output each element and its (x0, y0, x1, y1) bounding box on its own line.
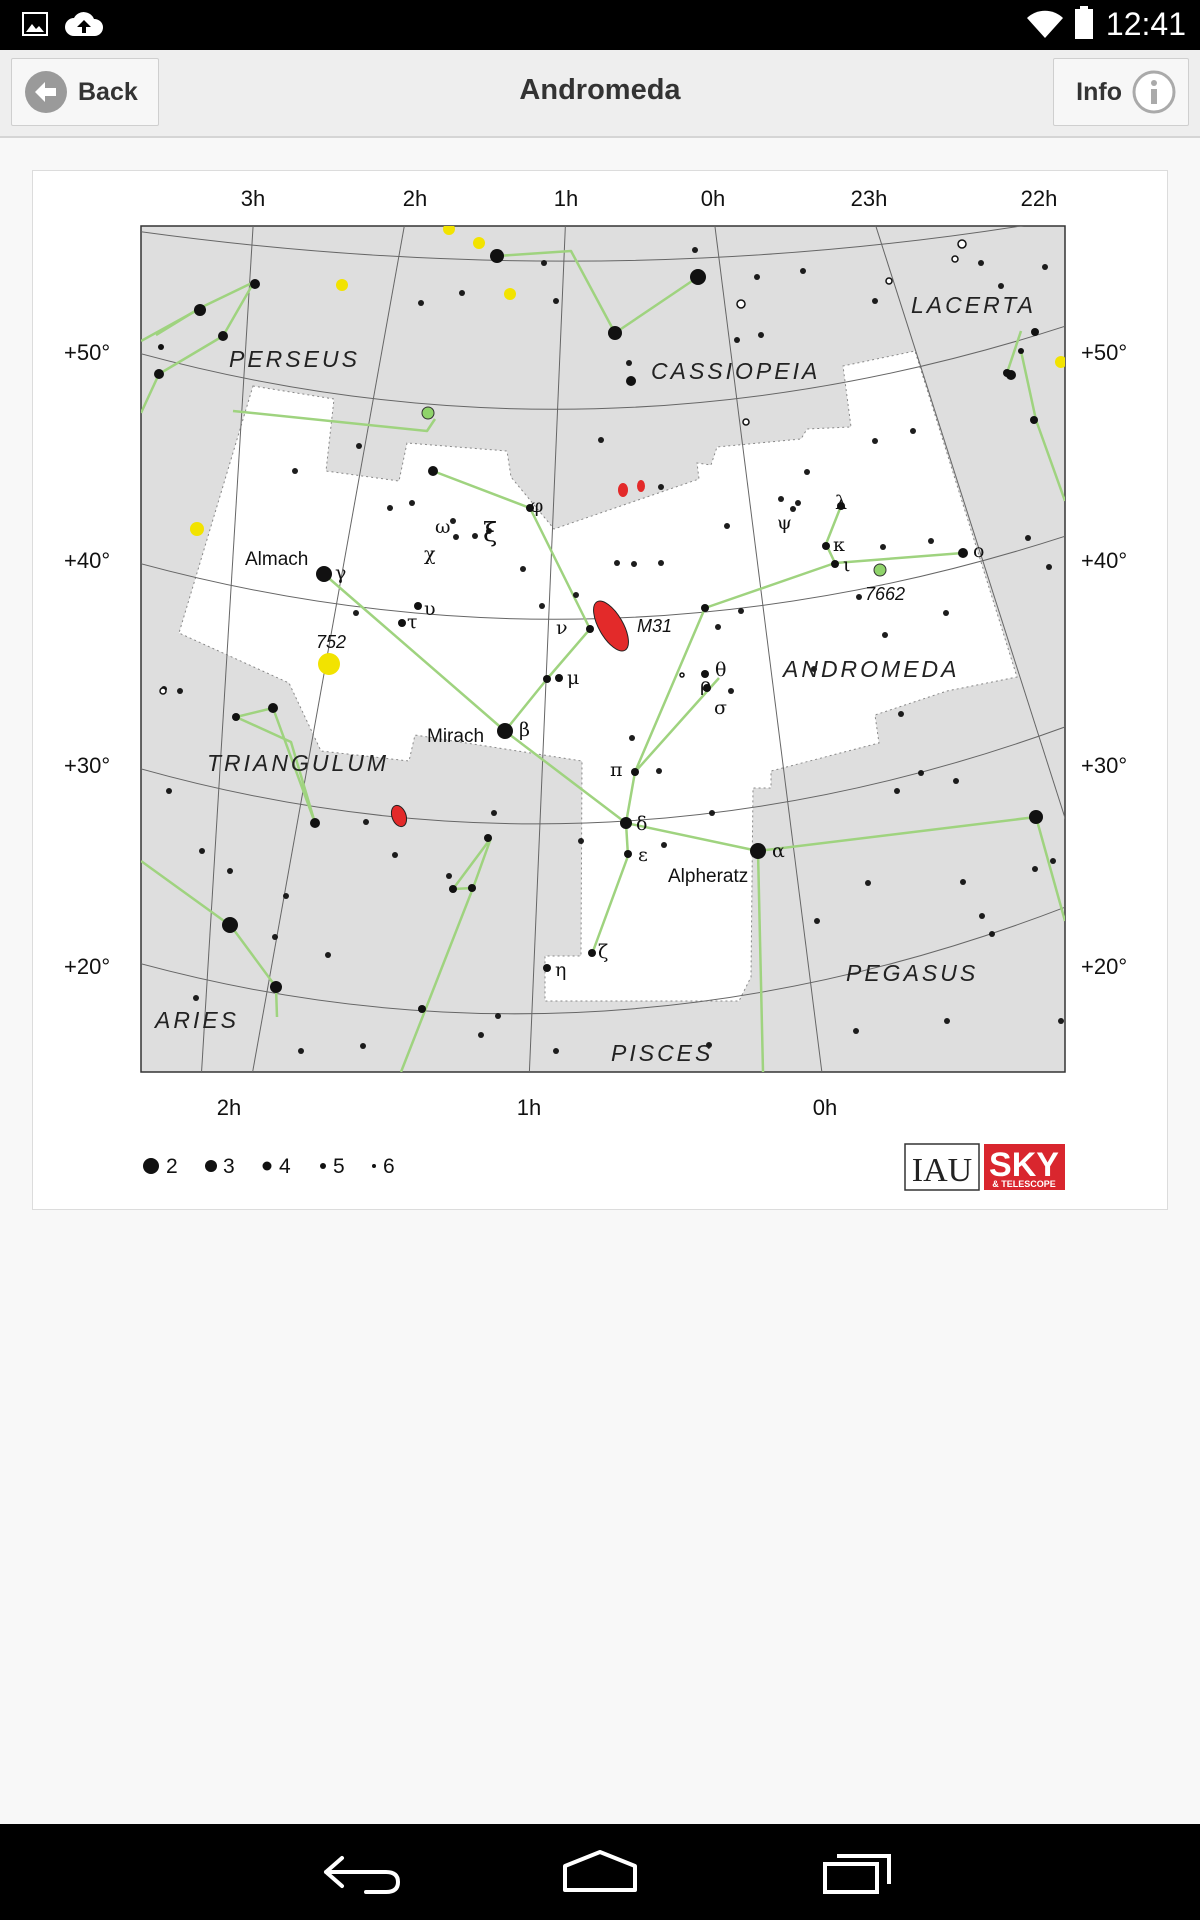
greek-label: θ (715, 659, 726, 681)
label-triangulum: TRIANGULUM (207, 750, 389, 776)
greek-label: ν (556, 617, 568, 639)
label-m31: M31 (637, 616, 672, 636)
home-nav-icon[interactable] (545, 1846, 655, 1898)
wifi-icon (1027, 10, 1063, 38)
greek-label: ι (843, 554, 850, 576)
ra-label-top: 3h (241, 186, 265, 211)
label-aries: ARIES (153, 1007, 239, 1033)
ngc752-cluster-marker (318, 653, 340, 675)
greek-label: κ (833, 534, 845, 556)
legend-mag: 3 (223, 1155, 235, 1178)
greek-label: λ (835, 492, 847, 514)
iau-logo-text: IAU (912, 1152, 972, 1189)
app-bar: Back Andromeda Info (0, 50, 1200, 138)
dec-label-left: +40° (64, 548, 110, 573)
back-label: Back (78, 77, 138, 106)
star-chart: PERSEUS CASSIOPEIA LACERTA ANDROMEDA TRI… (64, 186, 1127, 1191)
greek-label: δ (636, 813, 647, 835)
label-almach: Almach (245, 549, 308, 570)
greek-label: π (610, 759, 623, 781)
dec-label-right: +20° (1081, 954, 1127, 979)
greek-label: ε (638, 844, 648, 866)
dec-label-right: +50° (1081, 340, 1127, 365)
ngc7662-nebula-marker (873, 563, 887, 577)
ra-label-top: 22h (1021, 186, 1058, 211)
back-nav-icon[interactable] (306, 1846, 416, 1898)
iau-logo: IAU (904, 1143, 980, 1191)
status-bar: 12:41 (0, 0, 1200, 50)
dec-label-left: +50° (64, 340, 110, 365)
star-chart-card: PERSEUS CASSIOPEIA LACERTA ANDROMEDA TRI… (32, 170, 1168, 1210)
greek-label: χ (424, 543, 436, 565)
greek-label: τ (407, 611, 418, 633)
ra-label-top: 0h (701, 186, 725, 211)
greek-label: β (519, 719, 530, 741)
greek-label: σ (714, 697, 727, 719)
sky-telescope-logo: SKY & TELESCOPE (984, 1144, 1065, 1190)
star-mirach (497, 723, 513, 739)
cloud-upload-icon (65, 12, 104, 36)
star-almach (316, 566, 332, 582)
greek-label: ψ (777, 512, 792, 534)
recents-nav-icon[interactable] (800, 1846, 910, 1898)
label-alpheratz: Alpheratz (668, 866, 748, 887)
label-perseus: PERSEUS (229, 346, 360, 372)
label-pisces: PISCES (611, 1040, 713, 1066)
greek-label: η (555, 959, 566, 981)
image-icon (22, 12, 48, 36)
greek-label: ρ (700, 674, 711, 696)
dec-label-left: +30° (64, 753, 110, 778)
label-andromeda: ANDROMEDA (781, 656, 960, 682)
info-icon (1132, 70, 1176, 114)
navigation-bar (0, 1824, 1200, 1920)
legend-mag: 5 (333, 1155, 345, 1178)
ra-label-bottom: 0h (813, 1095, 837, 1120)
page-title: Andromeda (519, 74, 681, 106)
sky-logo-text: SKY (989, 1146, 1059, 1184)
ra-label-top: 23h (851, 186, 888, 211)
greek-label: ο (973, 540, 984, 562)
star-alpheratz (750, 843, 766, 859)
legend-mag: 4 (279, 1155, 291, 1178)
greek-label: ξ (483, 518, 497, 548)
label-ngc752: 752 (316, 632, 346, 652)
label-ngc7662: 7662 (865, 584, 905, 604)
greek-label: α (772, 840, 785, 862)
ra-label-top: 1h (554, 186, 578, 211)
ra-label-top: 2h (403, 186, 427, 211)
andromeda-region (178, 350, 1018, 1002)
label-cassiopeia: CASSIOPEIA (651, 358, 820, 384)
legend-mag: 6 (383, 1155, 395, 1178)
status-time: 12:41 (1105, 6, 1186, 42)
ra-label-bottom: 1h (517, 1095, 541, 1120)
label-pegasus: PEGASUS (846, 960, 978, 986)
greek-label: γ (335, 562, 346, 584)
legend-mag: 2 (166, 1155, 178, 1178)
ra-label-bottom: 2h (217, 1095, 241, 1120)
info-label: Info (1076, 77, 1122, 106)
label-mirach: Mirach (427, 726, 484, 747)
battery-icon (1075, 6, 1093, 39)
greek-label: φ (530, 495, 543, 517)
sky-logo-subtext: & TELESCOPE (992, 1179, 1056, 1189)
greek-label: ω (435, 516, 451, 538)
dec-label-right: +30° (1081, 753, 1127, 778)
dec-label-left: +20° (64, 954, 110, 979)
info-button[interactable]: Info (1053, 58, 1189, 126)
greek-label: υ (424, 598, 436, 620)
magnitude-legend: 2 3 4 5 6 (143, 1155, 395, 1178)
greek-label: μ (567, 667, 579, 689)
dec-label-right: +40° (1081, 548, 1127, 573)
greek-label: ζ (598, 941, 608, 963)
arrow-left-icon (25, 71, 67, 113)
label-lacerta: LACERTA (911, 292, 1036, 318)
back-button[interactable]: Back (11, 58, 159, 126)
m31-galaxy-marker (593, 600, 629, 652)
